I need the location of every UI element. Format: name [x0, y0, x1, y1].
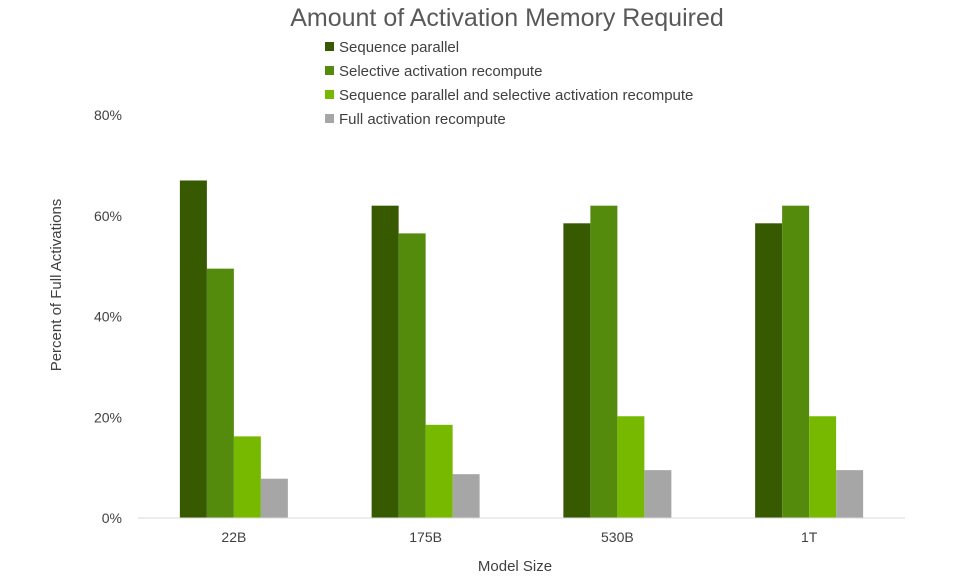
legend-swatch [325, 90, 334, 99]
bar [836, 470, 864, 518]
bar [563, 223, 591, 518]
bar [809, 416, 837, 518]
legend-label: Sequence parallel and selective activati… [339, 87, 693, 104]
y-tick-label: 60% [94, 208, 122, 224]
x-tick-label: 22B [221, 529, 246, 545]
bar [398, 233, 426, 518]
x-tick-label: 175B [409, 529, 442, 545]
bar [206, 268, 234, 518]
x-tick-label: 530B [601, 529, 634, 545]
legend-swatch [325, 42, 334, 51]
bar [233, 436, 261, 518]
legend-label: Sequence parallel [339, 39, 459, 56]
bar [617, 416, 645, 518]
bar [179, 180, 207, 519]
legend-swatch [325, 114, 334, 123]
bar [782, 205, 810, 519]
y-axis: 0% 20% 40% 60% 80% [94, 107, 122, 526]
legend-label: Selective activation recompute [339, 63, 542, 80]
legend: Sequence parallel Selective activation re… [325, 39, 693, 128]
y-tick-label: 20% [94, 409, 122, 425]
legend-label: Full activation recompute [339, 111, 506, 128]
bar [452, 474, 480, 518]
bar [260, 478, 288, 518]
bar [590, 205, 618, 519]
bar [425, 424, 453, 518]
legend-swatch [325, 66, 334, 75]
x-axis-title: Model Size [478, 558, 552, 575]
bar [755, 223, 783, 518]
bars [179, 180, 864, 519]
x-axis: 22B 175B 530B 1T [221, 529, 817, 545]
y-tick-label: 80% [94, 107, 122, 123]
chart-title: Amount of Activation Memory Required [290, 4, 724, 32]
y-axis-title: Percent of Full Activations [48, 199, 65, 372]
y-tick-label: 40% [94, 309, 122, 325]
x-tick-label: 1T [801, 529, 818, 545]
y-tick-label: 0% [102, 510, 122, 526]
bar [644, 470, 672, 518]
bar [371, 205, 399, 519]
